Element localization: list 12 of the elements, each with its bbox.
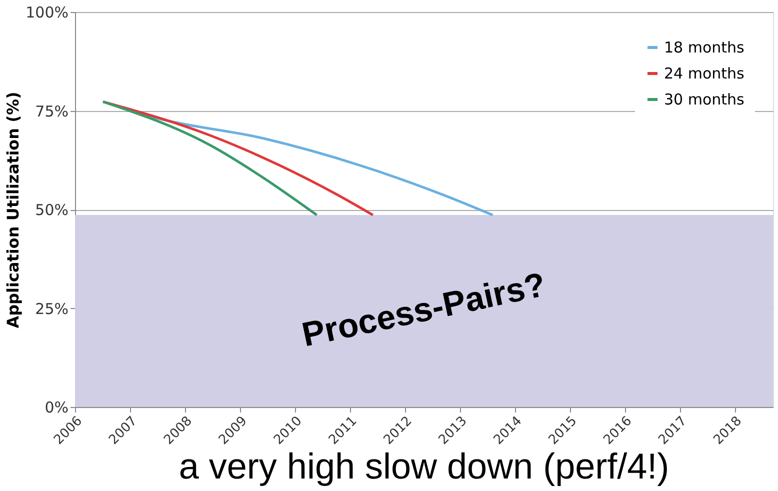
legend-label: 24 months xyxy=(664,64,745,82)
y-tick-label: 100% xyxy=(26,4,68,22)
line-series xyxy=(102,100,374,216)
legend-label: 30 months xyxy=(664,90,745,108)
y-tick-label: 25% xyxy=(35,300,68,318)
y-tick-label: 50% xyxy=(35,201,68,219)
y-axis-title: Application Utilization (%) xyxy=(4,92,23,328)
legend-label: 18 months xyxy=(664,38,745,56)
text: a very high slow down (perf/4!) xyxy=(178,446,670,487)
line-series xyxy=(102,100,318,216)
y-tick-label: 0% xyxy=(44,398,68,416)
y-tick-label: 75% xyxy=(35,102,68,120)
